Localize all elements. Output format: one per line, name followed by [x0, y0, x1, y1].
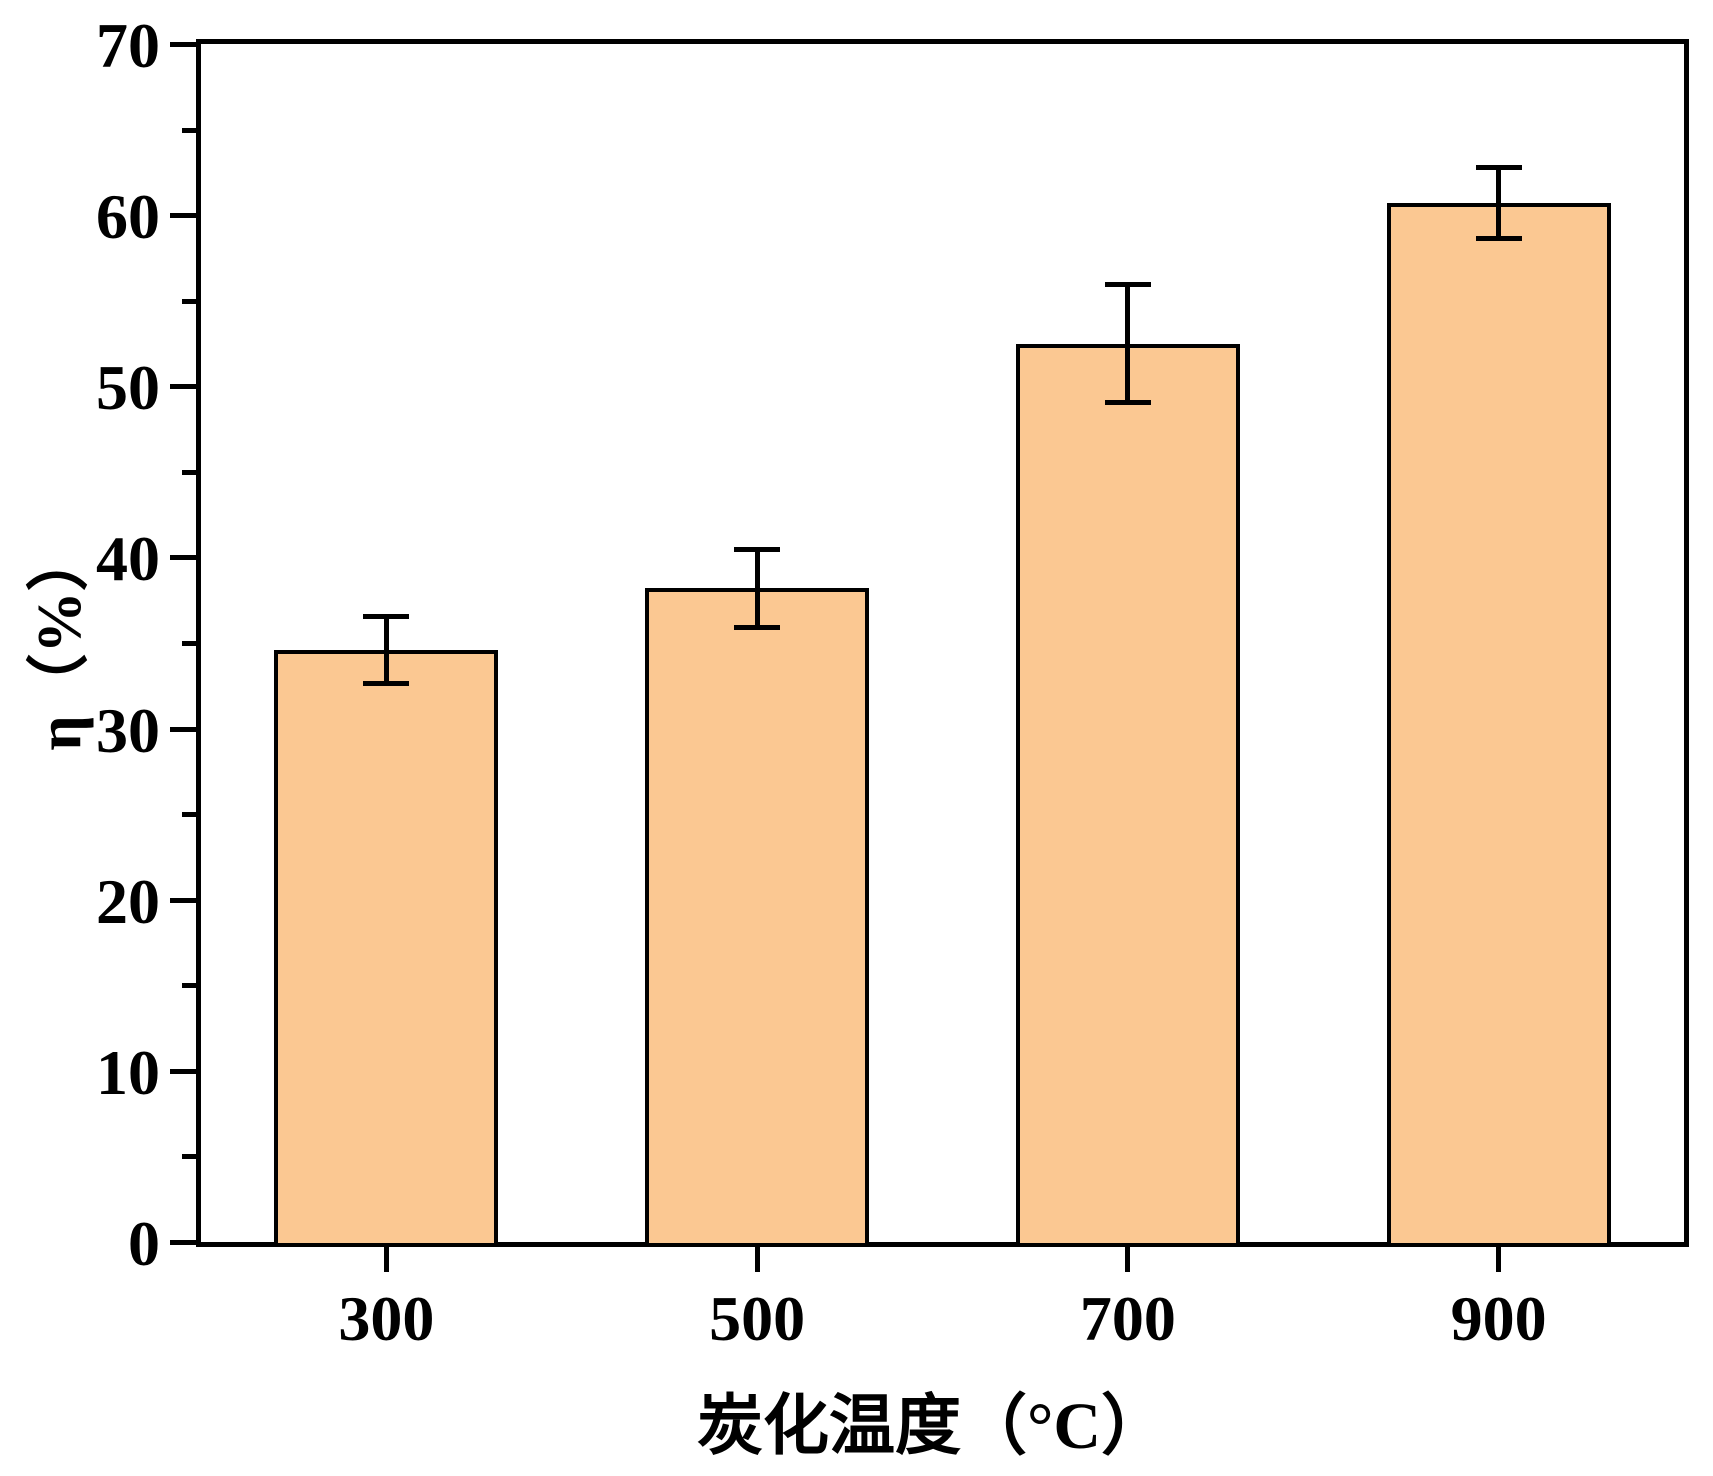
y-tick-label: 50	[96, 352, 160, 424]
y-tick-label: 10	[96, 1036, 160, 1108]
plot-area-frame	[196, 39, 1689, 1247]
bar-500	[645, 588, 870, 1247]
error-bar-cap-bottom-900	[1475, 236, 1522, 242]
y-major-tick	[170, 1068, 196, 1074]
error-bar-line-700	[1125, 283, 1131, 404]
y-tick-label: 70	[96, 10, 160, 81]
error-bar-cap-bottom-700	[1104, 400, 1151, 406]
x-axis-title: 炭化温度（°C）	[696, 1390, 1168, 1463]
y-major-tick	[170, 384, 196, 390]
x-tick-label-300: 300	[338, 1283, 435, 1354]
y-axis-title: η（%）	[26, 529, 94, 751]
y-tick-label: 20	[96, 865, 160, 937]
error-bar-line-500	[754, 548, 760, 628]
y-major-tick	[170, 42, 196, 47]
y-tick-label: 40	[96, 523, 160, 595]
x-tick-700	[1125, 1247, 1131, 1272]
y-minor-tick	[182, 127, 196, 133]
y-major-tick	[170, 897, 196, 903]
error-bar-line-900	[1496, 167, 1502, 240]
y-tick-label: 0	[128, 1208, 160, 1279]
error-bar-cap-bottom-500	[734, 624, 781, 630]
y-tick-label: 30	[96, 694, 160, 766]
error-bar-cap-bottom-300	[363, 681, 410, 687]
x-tick-500	[754, 1247, 760, 1272]
y-major-tick	[170, 555, 196, 561]
y-minor-tick	[182, 298, 196, 304]
bar-900	[1386, 203, 1611, 1247]
error-bar-cap-top-500	[734, 546, 781, 552]
y-tick-label: 60	[96, 181, 160, 253]
y-minor-tick	[182, 1154, 196, 1160]
x-tick-300	[383, 1247, 389, 1272]
x-tick-label-700: 700	[1079, 1283, 1176, 1354]
x-tick-label-500: 500	[709, 1283, 806, 1354]
y-minor-tick	[182, 983, 196, 989]
y-major-tick	[170, 726, 196, 732]
error-bar-cap-top-900	[1475, 165, 1522, 171]
bar-700	[1015, 343, 1240, 1247]
bar-300	[274, 649, 499, 1247]
y-major-tick	[170, 1240, 196, 1245]
error-bar-cap-top-300	[363, 613, 410, 619]
y-minor-tick	[182, 641, 196, 646]
y-minor-tick	[182, 469, 196, 475]
y-minor-tick	[182, 812, 196, 818]
x-tick-900	[1496, 1247, 1502, 1272]
y-major-tick	[170, 213, 196, 219]
error-bar-cap-top-700	[1104, 281, 1151, 287]
error-bar-line-300	[383, 615, 389, 685]
x-tick-label-900: 900	[1450, 1283, 1547, 1354]
